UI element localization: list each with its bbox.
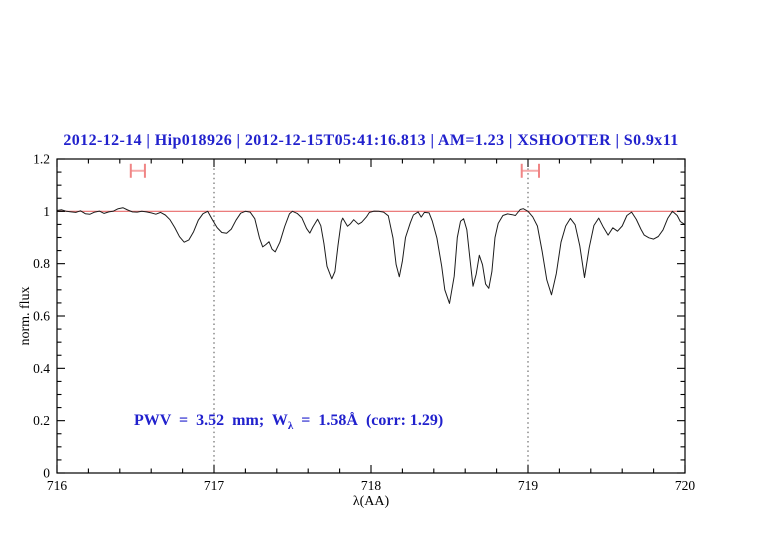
- pwv-annotation-part2: = 1.58Å (corr: 1.29): [293, 412, 444, 429]
- x-tick-label: 717: [204, 478, 225, 493]
- x-axis-title: λ(AA): [352, 494, 390, 509]
- y-tick-label: 0.8: [33, 256, 50, 271]
- y-tick-label: 0: [43, 466, 50, 481]
- x-tick-label: 719: [518, 478, 539, 493]
- y-tick-label: 0.2: [33, 413, 50, 428]
- x-tick-label: 720: [675, 478, 696, 493]
- spectrum-line: [56, 207, 686, 304]
- lambda-subscript: λ: [287, 420, 294, 433]
- x-tick-label: 718: [361, 478, 382, 493]
- pwv-annotation: PWV = 3.52 mm; Wλ = 1.58Å (corr: 1.29): [134, 412, 443, 432]
- pwv-annotation-part1: PWV = 3.52 mm; W: [134, 412, 288, 429]
- y-tick-label: 0.4: [33, 361, 50, 376]
- y-axis-title: norm. flux: [18, 286, 33, 346]
- y-tick-label: 1: [43, 204, 50, 219]
- plot-title: 2012-12-14 | Hip018926 | 2012-12-15T05:4…: [63, 132, 679, 149]
- y-tick-label: 1.2: [33, 152, 50, 167]
- y-tick-label: 0.6: [33, 309, 50, 324]
- x-tick-label: 716: [47, 478, 68, 493]
